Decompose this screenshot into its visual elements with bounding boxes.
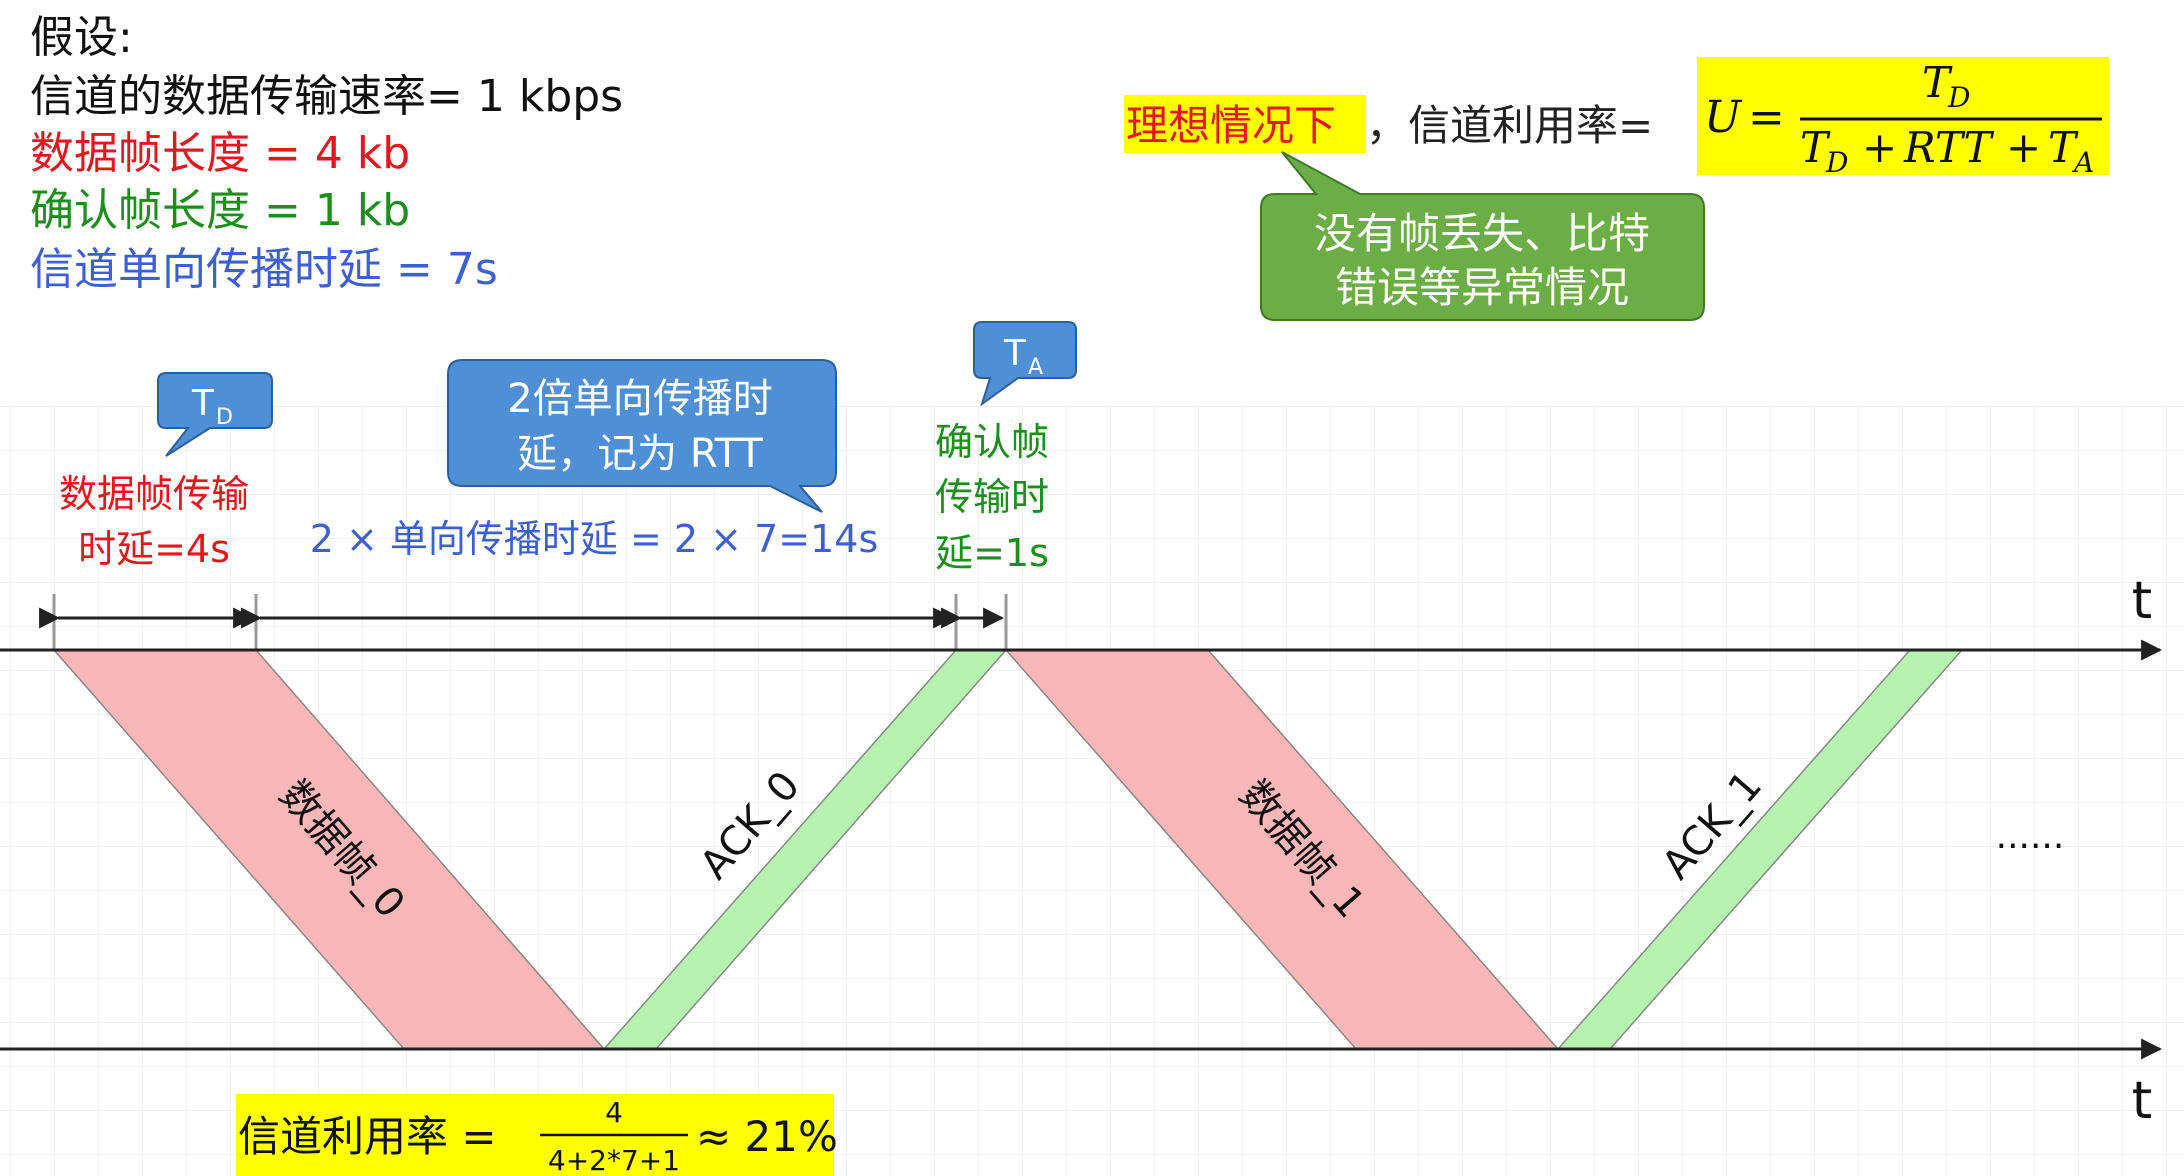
formula-den-t1: T: [1800, 123, 1831, 172]
prop-2x-label: 2 × 单向传播时延 = 2 × 7=14s: [310, 517, 879, 561]
rtt-bubble-line1: 2倍单向传播时: [507, 376, 772, 422]
assumption-heading: 假设:: [30, 12, 133, 63]
assumption-data-frame: 数据帧长度 = 4 kb: [30, 128, 410, 179]
ideal-highlight-text: 理想情况下: [1126, 101, 1336, 150]
formula-den-t1-sub: D: [1825, 146, 1848, 179]
ack-trans-label-line3: 延=1s: [935, 531, 1049, 575]
rtt-bubble-line2: 延，记为 RTT: [517, 431, 763, 477]
ideal-formula: U = T D T D + RTT + T A: [1704, 58, 2102, 179]
assumption-ack-frame: 确认帧长度 = 1 kb: [30, 185, 410, 236]
result-numerator: 4: [605, 1096, 623, 1129]
ta-bubble-sub: A: [1028, 355, 1043, 380]
dimension-arrows: [39, 594, 1008, 650]
formula-num-t: T: [1922, 58, 1953, 107]
ta-bubble-shape: [973, 321, 1077, 407]
formula-highlight-box: [1697, 57, 2109, 175]
result-approx: ≈ 21%: [696, 1112, 838, 1161]
time-axis-top-label: t: [2132, 571, 2152, 631]
formula-num-sub: D: [1947, 81, 1970, 114]
rtt-bubble: 2倍单向传播时 延，记为 RTT: [447, 359, 837, 513]
ideal-utilization-text: ，信道利用率=: [1366, 101, 1653, 150]
ideal-callout-shape: [1260, 151, 1705, 321]
result-denominator: 4+2*7+1: [548, 1144, 680, 1176]
td-bubble-shape: [157, 372, 273, 457]
formula-eq: =: [1748, 92, 1785, 143]
formula-den-plus1: +: [1862, 123, 1897, 172]
formula-den-plus2: +: [2006, 123, 2041, 172]
ack-trans-label-line1: 确认帧: [935, 420, 1049, 464]
ideal-callout-line2: 错误等异常情况: [1335, 263, 1629, 312]
formula-u: U: [1704, 92, 1743, 143]
ideal-callout: 没有帧丢失、比特 错误等异常情况: [1260, 151, 1705, 321]
data-trans-label-line2: 时延=4s: [78, 527, 230, 571]
td-bubble-sub: D: [216, 405, 233, 430]
ideal-highlight-box: [1124, 95, 1366, 153]
assumption-rate: 信道的数据传输速率= 1 kbps: [30, 71, 623, 122]
rtt-bubble-shape: [447, 359, 837, 513]
ta-bubble-t: T: [1003, 333, 1027, 374]
time-axis-bottom-label: t: [2132, 1071, 2152, 1131]
result-highlight-box: [236, 1094, 834, 1176]
formula-den-rtt: RTT: [1903, 123, 1995, 172]
ack-trans-label-line2: 传输时: [935, 475, 1049, 519]
assumption-prop-delay: 信道单向传播时延 = 7s: [30, 244, 498, 295]
result-lhs: 信道利用率 =: [238, 1112, 497, 1161]
ta-bubble: T A: [973, 321, 1077, 407]
td-bubble: T D: [157, 372, 273, 457]
data-trans-label-line1: 数据帧传输: [59, 472, 249, 516]
td-bubble-t: T: [191, 383, 215, 424]
formula-den-t2-sub: A: [2071, 146, 2094, 179]
ellipsis-label: ......: [1996, 816, 2065, 857]
formula-den-t2: T: [2048, 123, 2079, 172]
ideal-callout-line1: 没有帧丢失、比特: [1314, 209, 1650, 258]
